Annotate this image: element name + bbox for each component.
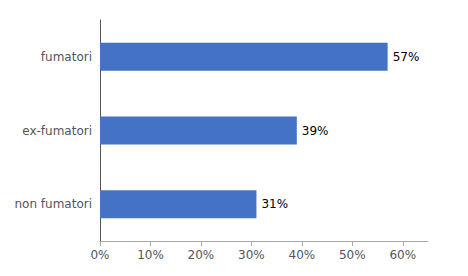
svg-text:39%: 39% [302, 124, 329, 138]
svg-text:non fumatori: non fumatori [14, 197, 92, 211]
svg-text:fumatori: fumatori [41, 50, 92, 64]
svg-text:10%: 10% [137, 248, 164, 262]
svg-text:60%: 60% [389, 248, 416, 262]
svg-text:20%: 20% [188, 248, 215, 262]
svg-text:ex-fumatori: ex-fumatori [22, 124, 92, 138]
svg-text:30%: 30% [238, 248, 265, 262]
svg-text:50%: 50% [339, 248, 366, 262]
svg-text:0%: 0% [90, 248, 109, 262]
svg-text:31%: 31% [261, 197, 288, 211]
svg-text:57%: 57% [393, 50, 420, 64]
svg-text:40%: 40% [289, 248, 316, 262]
